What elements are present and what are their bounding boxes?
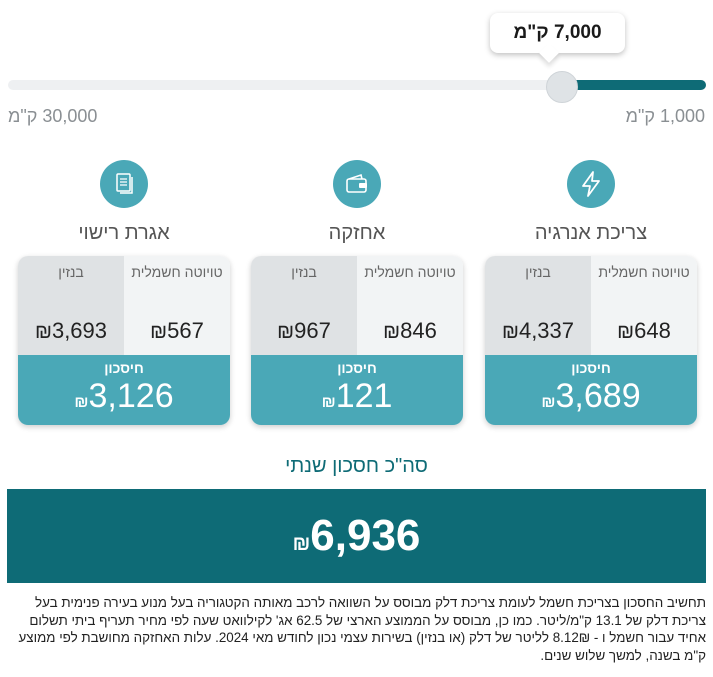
document-icon xyxy=(100,160,148,208)
gas-label: בנזין xyxy=(291,264,317,280)
category-license-fee: אגרת רישוי טויוטה חשמלית ₪567 בנזין ₪3,6… xyxy=(18,160,230,425)
slider-max-label: 30,000 ק"מ xyxy=(8,106,98,126)
comparison-card: טויוטה חשמלית ₪846 בנזין ₪967 חיסכון ₪12… xyxy=(251,256,463,425)
savings-label: חיסכון xyxy=(337,360,377,376)
total-savings-box: ₪6,936 xyxy=(7,489,706,583)
wallet-icon xyxy=(333,160,381,208)
electric-cost: ₪567 xyxy=(150,318,204,343)
savings-label: חיסכון xyxy=(104,360,144,376)
gas-label: בנזין xyxy=(58,264,84,280)
category-title: צריכת אנרגיה xyxy=(534,222,648,244)
electric-column: טויוטה חשמלית ₪648 xyxy=(591,256,697,355)
total-savings-title: סה"כ חסכון שנתי xyxy=(285,455,428,477)
comparison-card: טויוטה חשמלית ₪567 בנזין ₪3,693 חיסכון ₪… xyxy=(18,256,230,425)
disclaimer-text: תחשיב החסכון בצריכת חשמל לעומת צריכת דלק… xyxy=(18,595,707,663)
category-title: אחזקה xyxy=(328,222,386,244)
electric-column: טויוטה חשמלית ₪567 xyxy=(124,256,230,355)
slider-value-label: 7,000 ק"מ xyxy=(513,22,602,43)
electric-cost: ₪846 xyxy=(383,318,437,343)
category-maintenance: אחזקה טויוטה חשמלית ₪846 בנזין ₪967 חיסכ… xyxy=(251,160,463,425)
savings-value: ₪121 xyxy=(321,377,393,415)
electric-cost: ₪648 xyxy=(617,318,671,343)
category-energy: צריכת אנרגיה טויוטה חשמלית ₪648 בנזין ₪4… xyxy=(485,160,697,425)
savings-value: ₪3,689 xyxy=(541,377,641,415)
electric-column: טויוטה חשמלית ₪846 xyxy=(357,256,463,355)
lightning-icon xyxy=(567,160,615,208)
savings-value: ₪3,126 xyxy=(74,377,174,415)
gas-column: בנזין ₪967 xyxy=(251,256,357,355)
savings-label: חיסכון xyxy=(571,360,611,376)
savings-section: חיסכון ₪3,689 xyxy=(485,355,697,425)
electric-label: טויוטה חשמלית xyxy=(364,264,456,280)
slider-min-label: 1,000 ק"מ xyxy=(625,106,705,126)
gas-column: בנזין ₪3,693 xyxy=(18,256,124,355)
gas-cost: ₪967 xyxy=(277,318,331,343)
gas-label: בנזין xyxy=(525,264,551,280)
savings-section: חיסכון ₪121 xyxy=(251,355,463,425)
total-savings-value: ₪6,936 xyxy=(292,511,421,560)
electric-label: טויוטה חשמלית xyxy=(131,264,223,280)
mileage-slider-track[interactable] xyxy=(8,80,706,90)
savings-section: חיסכון ₪3,126 xyxy=(18,355,230,425)
gas-cost: ₪4,337 xyxy=(501,318,575,343)
comparison-card: טויוטה חשמלית ₪648 בנזין ₪4,337 חיסכון ₪… xyxy=(485,256,697,425)
category-title: אגרת רישוי xyxy=(78,222,170,244)
mileage-slider-thumb[interactable] xyxy=(546,71,578,103)
mileage-slider-fill xyxy=(562,80,706,90)
gas-column: בנזין ₪4,337 xyxy=(485,256,591,355)
electric-label: טויוטה חשמלית xyxy=(598,264,690,280)
gas-cost: ₪3,693 xyxy=(34,318,108,343)
slider-value-tooltip: 7,000 ק"מ xyxy=(490,13,625,53)
